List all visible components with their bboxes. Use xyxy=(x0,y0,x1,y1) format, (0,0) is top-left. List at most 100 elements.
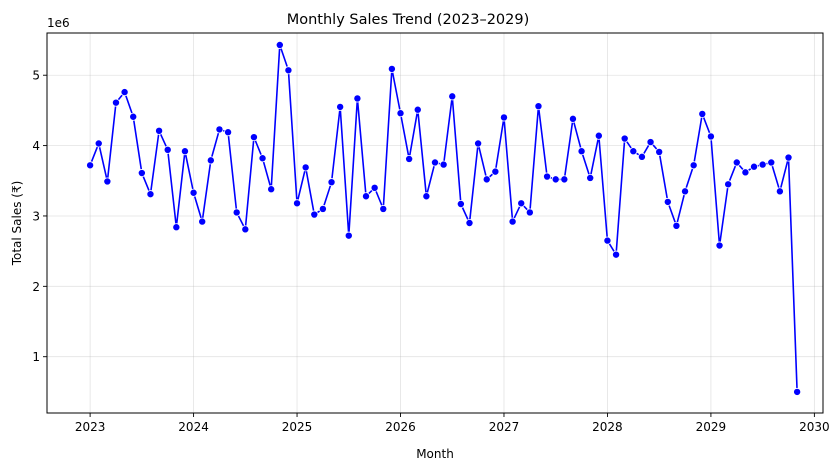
data-point xyxy=(180,147,189,156)
data-point xyxy=(543,172,552,181)
data-point xyxy=(336,102,345,111)
data-point xyxy=(163,145,172,154)
x-axis: 2023 2024 2025 2026 2027 2028 2029 2030 xyxy=(75,413,830,434)
data-point xyxy=(758,160,767,169)
data-point xyxy=(724,180,733,189)
chart-title: Monthly Sales Trend (2023–2029) xyxy=(287,12,530,28)
data-point xyxy=(681,187,690,196)
y-axis-label: Total Sales (₹) xyxy=(10,181,24,267)
data-point xyxy=(775,187,784,196)
x-tick-label: 2024 xyxy=(178,420,209,434)
data-point xyxy=(620,134,629,143)
data-point xyxy=(284,66,293,75)
data-point xyxy=(517,199,526,208)
data-point xyxy=(146,190,155,199)
data-point xyxy=(430,158,439,167)
data-point xyxy=(612,250,621,259)
data-point xyxy=(241,225,250,234)
data-point xyxy=(439,160,448,169)
data-point xyxy=(189,188,198,197)
y-tick-label: 2 xyxy=(32,280,40,294)
y-offset-label: 1e6 xyxy=(47,16,70,30)
data-point xyxy=(672,221,681,230)
data-point xyxy=(689,161,698,170)
data-point xyxy=(767,158,776,167)
data-point xyxy=(155,126,164,135)
data-point xyxy=(387,64,396,73)
data-point xyxy=(353,94,362,103)
data-point xyxy=(499,113,508,122)
data-point xyxy=(111,98,120,107)
data-point xyxy=(534,102,543,111)
data-point xyxy=(456,199,465,208)
data-point xyxy=(379,204,388,213)
data-point xyxy=(137,169,146,178)
data-point xyxy=(422,192,431,201)
data-point xyxy=(206,156,215,165)
data-point xyxy=(525,208,534,217)
data-point xyxy=(362,192,371,201)
data-point xyxy=(646,138,655,147)
data-point xyxy=(318,204,327,213)
data-point xyxy=(732,158,741,167)
x-tick-label: 2029 xyxy=(696,420,727,434)
data-point xyxy=(793,387,802,396)
data-point xyxy=(198,217,207,226)
x-tick-label: 2026 xyxy=(385,420,416,434)
data-point xyxy=(224,128,233,137)
data-point xyxy=(568,114,577,123)
y-tick-label: 3 xyxy=(32,209,40,223)
data-point xyxy=(94,139,103,148)
data-point xyxy=(551,175,560,184)
data-point xyxy=(413,105,422,114)
data-point xyxy=(603,236,612,245)
data-point xyxy=(215,125,224,134)
data-point xyxy=(508,217,517,226)
data-point xyxy=(586,173,595,182)
data-point xyxy=(698,109,707,118)
x-tick-label: 2030 xyxy=(799,420,830,434)
plot-area-frame xyxy=(46,32,824,414)
data-point xyxy=(629,147,638,156)
data-point xyxy=(706,132,715,141)
data-point xyxy=(655,147,664,156)
grid-lines xyxy=(47,33,823,413)
data-series xyxy=(86,40,802,396)
data-point xyxy=(482,175,491,184)
data-point xyxy=(750,162,759,171)
data-point xyxy=(577,147,586,156)
data-point xyxy=(172,223,181,232)
x-tick-label: 2028 xyxy=(592,420,623,434)
data-point xyxy=(103,177,112,186)
x-axis-label: Month xyxy=(416,447,454,461)
data-point xyxy=(327,178,336,187)
y-axis: 1 2 3 4 5 xyxy=(32,69,47,364)
data-point xyxy=(741,168,750,177)
data-point xyxy=(396,109,405,118)
data-point xyxy=(405,154,414,163)
data-point xyxy=(232,208,241,217)
data-point xyxy=(637,152,646,161)
data-point xyxy=(129,112,138,121)
data-point xyxy=(784,153,793,162)
x-tick-label: 2023 xyxy=(75,420,106,434)
data-point xyxy=(663,197,672,206)
data-point xyxy=(249,133,258,142)
data-point xyxy=(301,163,310,172)
data-point xyxy=(560,175,569,184)
y-tick-label: 5 xyxy=(32,69,40,83)
data-point xyxy=(120,88,129,97)
series-line xyxy=(89,44,798,392)
data-point xyxy=(715,241,724,250)
y-tick-label: 1 xyxy=(32,350,40,364)
data-point xyxy=(474,139,483,148)
y-tick-label: 4 xyxy=(32,139,40,153)
data-point xyxy=(491,167,500,176)
x-tick-label: 2027 xyxy=(489,420,520,434)
data-point xyxy=(293,199,302,208)
data-point xyxy=(448,92,457,101)
data-point xyxy=(275,40,284,49)
data-point xyxy=(267,185,276,194)
data-point xyxy=(370,183,379,192)
